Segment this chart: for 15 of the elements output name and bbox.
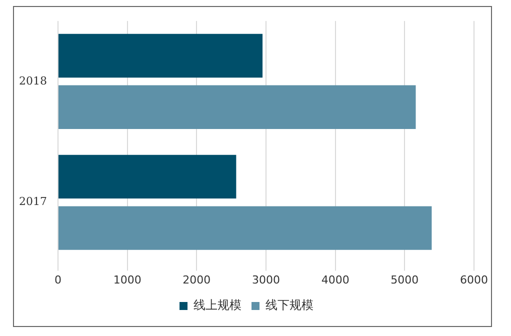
x-tick-label: 4000 bbox=[321, 273, 350, 286]
bar bbox=[58, 206, 432, 250]
bar bbox=[58, 154, 236, 198]
y-tick-label: 2017 bbox=[18, 195, 47, 208]
x-tick-label: 1000 bbox=[113, 273, 142, 286]
y-tick-label: 2018 bbox=[18, 74, 47, 88]
x-tick-label: 6000 bbox=[460, 273, 488, 286]
legend-label: 线下规模 bbox=[266, 298, 314, 312]
legend-label: 线上规模 bbox=[194, 298, 242, 312]
x-tick-label: 3000 bbox=[252, 273, 280, 286]
bar bbox=[58, 34, 263, 78]
x-tick-label: 2000 bbox=[182, 273, 211, 286]
x-tick-label: 0 bbox=[54, 273, 62, 286]
bar bbox=[58, 85, 416, 129]
x-tick-label: 5000 bbox=[390, 273, 419, 286]
